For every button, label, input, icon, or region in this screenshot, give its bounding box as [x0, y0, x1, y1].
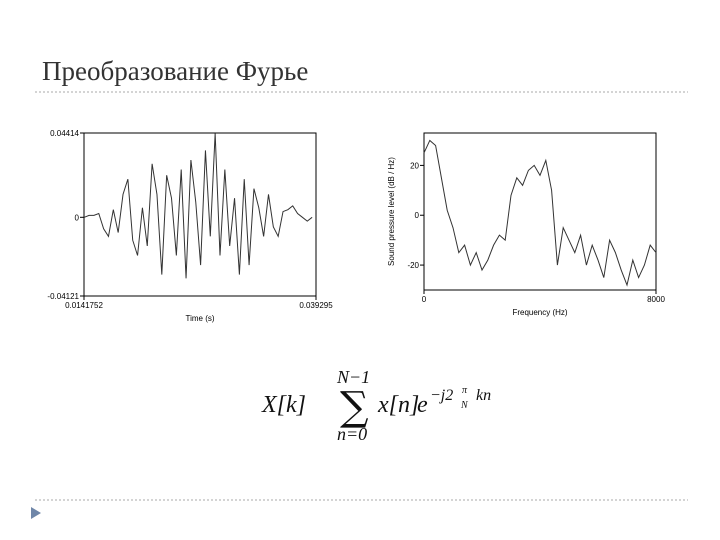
plot-frame	[423, 132, 657, 291]
formula-frac-num: π	[462, 385, 468, 396]
y-tick-label: 0	[75, 213, 80, 222]
y-tick-label: 0	[415, 211, 420, 220]
x-tick-label: 0	[422, 295, 427, 304]
y-tick-label: 20	[410, 161, 419, 170]
x-axis-label: Frequency (Hz)	[512, 308, 567, 317]
y-tick-label: -0.04121	[47, 292, 79, 301]
x-axis-label: Time (s)	[185, 314, 214, 323]
formula-term: x[n]	[377, 392, 419, 418]
y-axis-label: Sound pressure level (dB / Hz)	[387, 157, 396, 266]
formula-frac-den: N	[460, 400, 469, 411]
formula-exp-tail: kn	[476, 387, 491, 404]
formula-lower: n=0	[337, 424, 367, 444]
formula-sum: ∑	[340, 384, 369, 430]
x-tick-label: 0.039295	[299, 301, 333, 310]
formula-lhs: X[k]	[261, 392, 306, 418]
bullet	[31, 507, 41, 519]
signal-line	[423, 139, 657, 287]
formula-exp: −j2	[430, 387, 453, 404]
y-tick-label: 0.04414	[50, 129, 79, 138]
formula: X[k] N−1 ∑ n=0 x[n] e −j2 π N kn	[261, 367, 491, 444]
x-tick-label: 8000	[647, 295, 665, 304]
formula-base: e	[417, 392, 428, 418]
formula-upper: N−1	[336, 367, 370, 387]
signal-line	[84, 133, 313, 279]
y-tick-label: -20	[407, 261, 419, 270]
plot-frame	[83, 132, 317, 297]
slide-title: Преобразование Фурье	[42, 56, 308, 86]
x-tick-label: 0.0141752	[65, 301, 103, 310]
